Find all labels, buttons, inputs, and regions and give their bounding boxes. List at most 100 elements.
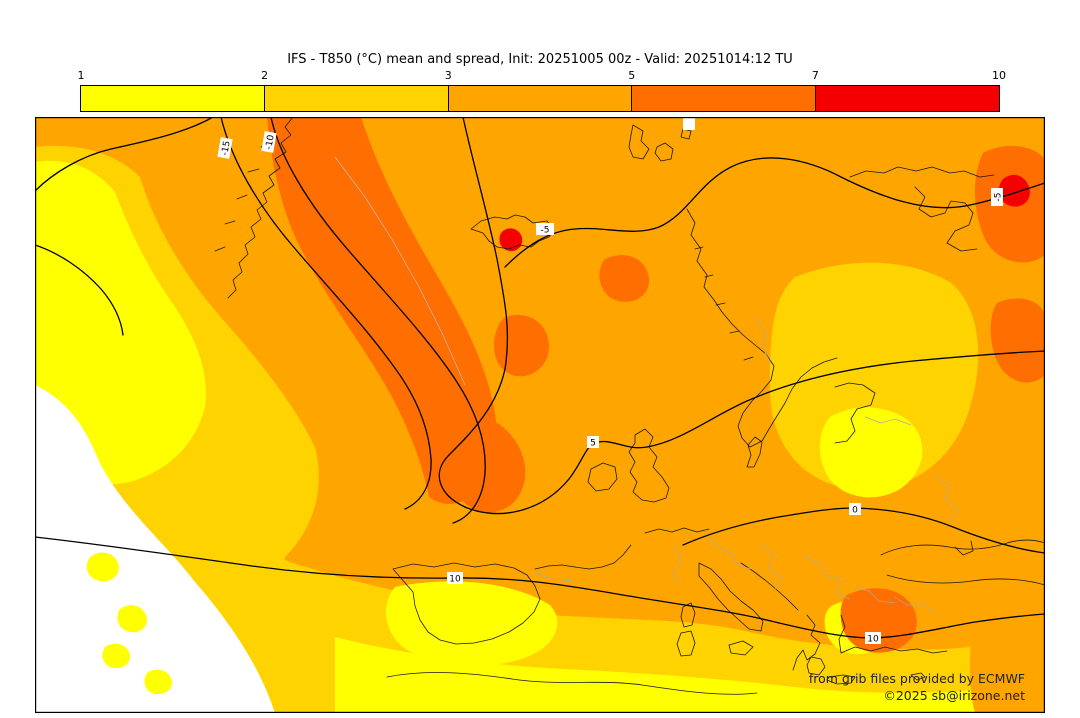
- coast-iberia: [392, 562, 541, 645]
- border-france-east: [672, 546, 682, 586]
- colorbar-segment-1-2: [81, 86, 265, 111]
- coast-norway-fjords: [694, 246, 754, 361]
- colorbar-tick: 2: [261, 69, 269, 82]
- region-spread-3-5-bottom-right: [970, 558, 1045, 713]
- region-spread-1-2-speckle: [102, 643, 131, 669]
- colorbar-segment-3-5: [448, 86, 633, 111]
- spread-fill-regions: [35, 117, 1045, 713]
- coast-black-sea-north: [880, 539, 1045, 556]
- region-spread-7-10-se-iceland: [499, 228, 523, 252]
- coast-dalmatia: [740, 562, 799, 611]
- border-balkans: [804, 556, 850, 600]
- contour-line-top-left: [35, 117, 214, 192]
- region-spread-7-10-top-right: [998, 174, 1030, 207]
- coast-great-britain: [628, 428, 670, 503]
- coast-crete: [826, 674, 856, 685]
- coast-corsica-sardinia: [676, 602, 696, 657]
- contour-label-minus15: -15: [217, 137, 233, 159]
- region-spread-1-2-speckle: [144, 669, 173, 695]
- contour-line-minus5: [504, 157, 1045, 268]
- page-title: IFS - T850 (°C) mean and spread, Init: 2…: [287, 52, 793, 67]
- region-spread-1-2-speckle: [117, 605, 147, 633]
- border-central-europe: [706, 534, 752, 570]
- map-frame: [35, 117, 1045, 713]
- colorbar-tick: 1: [77, 69, 85, 82]
- contour-label-zero: 0: [849, 503, 861, 516]
- contour-label-text: -5: [994, 193, 1004, 202]
- contour-label-minus10: -10: [261, 131, 277, 153]
- contour-line-minus10: [270, 117, 486, 524]
- coast-greece: [792, 614, 826, 676]
- map-panel: -15 -10 -5 -5 5: [35, 117, 1045, 713]
- contour-label-box: [849, 503, 861, 515]
- contour-label-text: 0: [852, 506, 858, 516]
- coast-turkey: [838, 614, 948, 654]
- border-alps: [760, 544, 782, 590]
- colorbar-segment-5-7: [632, 86, 817, 111]
- contour-label-box: [865, 632, 881, 644]
- contour-line-plus5: [438, 117, 1045, 515]
- country-borders: [334, 156, 958, 614]
- contour-line-minus15: [220, 117, 432, 510]
- region-spread-5-7-greenland-band: [267, 117, 497, 504]
- coast-scandinavia: [686, 208, 838, 448]
- colorbar-tick: 7: [811, 69, 819, 82]
- contour-line-left-edge: [35, 244, 124, 336]
- attribution: from grib files provided by ECMWF ©2025 …: [809, 670, 1025, 704]
- clipped-contour-label: [683, 117, 695, 130]
- contour-label-minus5-iceland: -5: [536, 223, 554, 236]
- region-spread-1-2-bottom: [335, 637, 1045, 713]
- coast-biscay: [534, 544, 632, 570]
- region-spread-1-2-speckle: [86, 552, 119, 582]
- attribution-line-1: from grib files provided by ECMWF: [808, 671, 1025, 686]
- contour-label-minus5-east: -5: [991, 188, 1004, 206]
- region-spread-lt-1-atlantic: [35, 385, 275, 713]
- contour-label-box: [217, 137, 233, 159]
- contour-label-text: -15: [220, 140, 232, 156]
- colorbar: [80, 85, 1000, 112]
- contour-label-box: [261, 131, 277, 153]
- contour-label-text: 5: [590, 439, 596, 449]
- colorbar-segment-7-10: [816, 86, 999, 111]
- border-norway-sweden: [754, 316, 772, 364]
- contour-label-box: [587, 436, 599, 448]
- contour-label-plus10-turkey: 10: [865, 632, 881, 645]
- map-canvas: -15 -10 -5 -5 5: [35, 117, 1045, 713]
- border-eastern-europe: [864, 416, 958, 522]
- coast-black-sea-south: [886, 574, 1045, 586]
- coast-channel: [644, 527, 710, 534]
- region-spread-1-2-baltic: [819, 407, 923, 498]
- coast-north-africa: [386, 672, 758, 695]
- coast-italy: [698, 562, 764, 632]
- contour-label-plus10-spain: 10: [447, 572, 463, 585]
- contour-label-box: [991, 188, 1003, 206]
- region-spread-5-7-norwegian-sea: [599, 255, 650, 302]
- contour-line-plus10: [35, 536, 1045, 639]
- contour-labels: -15 -10 -5 -5 5: [217, 117, 1004, 645]
- colorbar-tick: 5: [628, 69, 636, 82]
- coast-sicily: [728, 640, 754, 656]
- coast-svalbard: [628, 124, 692, 162]
- colorbar-tick: 10: [992, 69, 1006, 82]
- coast-crimea: [954, 540, 974, 556]
- contour-label-plus5: 5: [587, 436, 599, 449]
- coast-finland: [834, 382, 876, 444]
- contour-label-text: -5: [541, 226, 550, 236]
- border-bulgaria: [854, 586, 936, 614]
- coast-denmark: [746, 436, 763, 468]
- coast-white-sea: [849, 166, 995, 252]
- coast-cyprus: [910, 672, 926, 681]
- contour-label-text: -10: [264, 134, 276, 150]
- graticule-greenland: [334, 156, 466, 386]
- region-spread-5-7-right-edge: [990, 298, 1045, 383]
- coast-ireland: [587, 462, 618, 492]
- contour-label-box: [536, 223, 554, 235]
- contour-label-box: [447, 572, 463, 584]
- contour-label-text: 10: [867, 635, 879, 645]
- colorbar-segment-2-3: [264, 86, 449, 111]
- colorbar-tick: 3: [444, 69, 452, 82]
- coastlines: [214, 117, 1045, 695]
- contour-label-text: 10: [449, 575, 461, 585]
- attribution-line-2: ©2025 sb@irizone.net: [883, 688, 1025, 703]
